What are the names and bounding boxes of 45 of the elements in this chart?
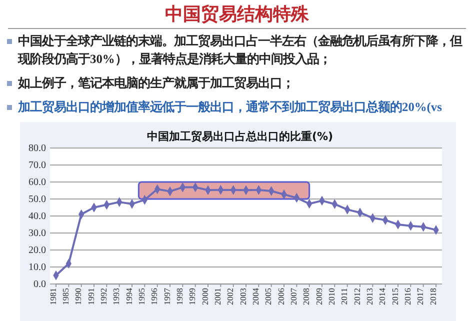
y-tick-label: 80.0 [28,143,46,154]
x-tick-label: 2013 [364,288,374,305]
x-tick-label: 2017 [415,288,426,305]
y-tick-label: 30.0 [28,228,46,240]
x-tick-label: 2010 [326,288,336,305]
text: 加工贸易出口的增加值率远低于一般出口，通常不到加工贸易出口总额的20%(vs [18,100,442,114]
x-tick-label: 2008 [301,288,312,305]
chart-subtitle: 中国加工贸易出口占总出口的比重(%) [146,130,334,143]
x-tick-label: 2012 [352,288,362,305]
x-tick-label: 1985 [60,288,70,305]
x-tick-label: 2011 [339,288,350,305]
y-tick-label: 40.0 [28,211,46,222]
x-tick-label: 1994 [124,287,134,305]
x-tick-label: 1995 [136,288,146,305]
y-tick-label: 50.0 [28,194,46,206]
y-tick-label: 10.0 [28,262,46,274]
y-tick-label: 60.0 [28,177,46,188]
x-tick-label: 2016 [402,288,412,305]
x-tick-label: 1993 [111,288,122,305]
x-tick-label: 2004 [250,287,260,305]
x-tick-label: 1990 [73,288,84,305]
x-tick-label: 2018 [428,288,438,305]
x-tick-label: 2000 [200,288,210,305]
x-tick-label: 2002 [225,288,236,305]
x-tick-label: 2009 [314,288,324,305]
x-tick-label: 2007 [288,288,298,305]
x-tick-label: 2014 [377,287,388,305]
y-tick-label: 0.0 [34,279,46,290]
x-tick-label: 1996 [149,288,160,305]
x-tick-label: 2006 [276,288,286,305]
x-tick-label: 2001 [212,288,222,305]
x-tick-label: 2003 [238,288,248,305]
x-tick-label: 1991 [86,288,96,305]
x-tick-label: 2005 [263,288,274,305]
y-tick-label: 20.0 [28,245,46,256]
x-tick-label: 1998 [174,288,184,305]
x-tick-label: 2015 [390,288,400,305]
text: 中国处于全球产业链的末端。加工贸易出口占一半左右（金融危机后虽有所下降，但现阶段仍高于30%），显著特点是消耗大量的中间投入品； [18,34,462,66]
x-tick-label: 1997 [162,288,172,305]
y-tick-label: 70.0 [28,160,46,172]
text: 如上例子，笔记本电脑的生产就属于加工贸易出口； [18,76,294,90]
x-tick-label: 1999 [187,288,198,305]
x-tick-label: 1981 [48,288,58,305]
x-tick-label: 1992 [98,288,108,305]
chart-title: 中国贸易结构特殊 [164,3,310,26]
